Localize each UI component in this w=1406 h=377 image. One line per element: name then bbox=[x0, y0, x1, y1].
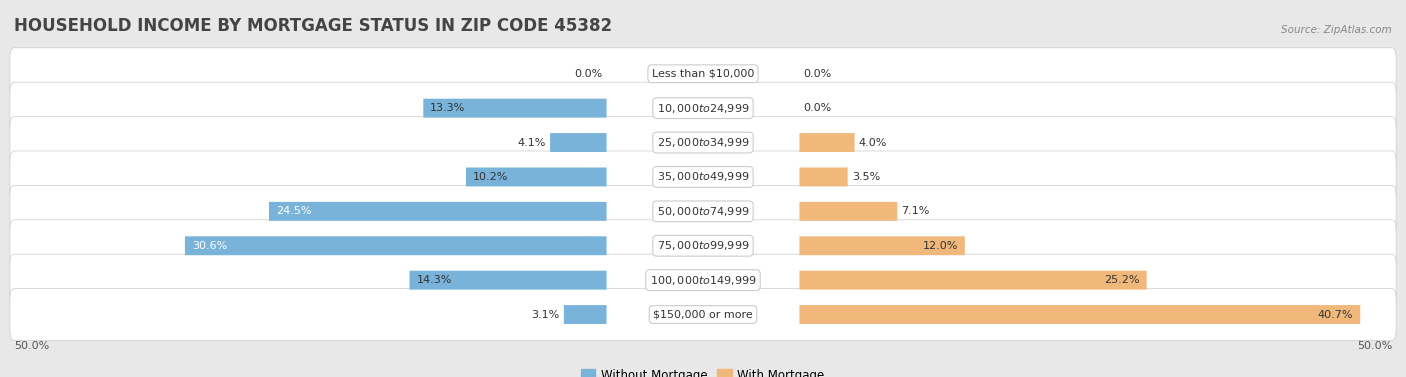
FancyBboxPatch shape bbox=[423, 99, 606, 118]
Text: 50.0%: 50.0% bbox=[14, 342, 49, 351]
Text: $75,000 to $99,999: $75,000 to $99,999 bbox=[657, 239, 749, 252]
Text: $150,000 or more: $150,000 or more bbox=[654, 310, 752, 320]
FancyBboxPatch shape bbox=[409, 271, 606, 290]
Text: $100,000 to $149,999: $100,000 to $149,999 bbox=[650, 274, 756, 287]
Text: 25.2%: 25.2% bbox=[1104, 275, 1140, 285]
Text: 10.2%: 10.2% bbox=[472, 172, 509, 182]
Text: 4.0%: 4.0% bbox=[859, 138, 887, 147]
Text: 40.7%: 40.7% bbox=[1317, 310, 1354, 320]
Text: 0.0%: 0.0% bbox=[804, 69, 832, 79]
Text: 3.5%: 3.5% bbox=[852, 172, 880, 182]
Text: HOUSEHOLD INCOME BY MORTGAGE STATUS IN ZIP CODE 45382: HOUSEHOLD INCOME BY MORTGAGE STATUS IN Z… bbox=[14, 17, 612, 35]
FancyBboxPatch shape bbox=[564, 305, 606, 324]
Text: $10,000 to $24,999: $10,000 to $24,999 bbox=[657, 102, 749, 115]
FancyBboxPatch shape bbox=[10, 82, 1396, 134]
Legend: Without Mortgage, With Mortgage: Without Mortgage, With Mortgage bbox=[576, 364, 830, 377]
Text: Source: ZipAtlas.com: Source: ZipAtlas.com bbox=[1281, 25, 1392, 35]
Text: 7.1%: 7.1% bbox=[901, 206, 929, 216]
FancyBboxPatch shape bbox=[10, 288, 1396, 340]
Text: 0.0%: 0.0% bbox=[804, 103, 832, 113]
FancyBboxPatch shape bbox=[10, 185, 1396, 238]
Text: 0.0%: 0.0% bbox=[574, 69, 602, 79]
FancyBboxPatch shape bbox=[800, 202, 897, 221]
Text: Less than $10,000: Less than $10,000 bbox=[652, 69, 754, 79]
FancyBboxPatch shape bbox=[800, 271, 1147, 290]
Text: 14.3%: 14.3% bbox=[416, 275, 451, 285]
Text: 24.5%: 24.5% bbox=[276, 206, 311, 216]
FancyBboxPatch shape bbox=[465, 167, 606, 186]
Text: 3.1%: 3.1% bbox=[531, 310, 560, 320]
FancyBboxPatch shape bbox=[550, 133, 606, 152]
Text: 50.0%: 50.0% bbox=[1357, 342, 1392, 351]
Text: $35,000 to $49,999: $35,000 to $49,999 bbox=[657, 170, 749, 184]
FancyBboxPatch shape bbox=[10, 254, 1396, 306]
FancyBboxPatch shape bbox=[186, 236, 606, 255]
FancyBboxPatch shape bbox=[10, 116, 1396, 169]
FancyBboxPatch shape bbox=[800, 236, 965, 255]
Text: 13.3%: 13.3% bbox=[430, 103, 465, 113]
FancyBboxPatch shape bbox=[269, 202, 606, 221]
FancyBboxPatch shape bbox=[10, 151, 1396, 203]
FancyBboxPatch shape bbox=[800, 167, 848, 186]
FancyBboxPatch shape bbox=[800, 305, 1360, 324]
Text: 30.6%: 30.6% bbox=[191, 241, 226, 251]
FancyBboxPatch shape bbox=[800, 133, 855, 152]
Text: 4.1%: 4.1% bbox=[517, 138, 546, 147]
FancyBboxPatch shape bbox=[10, 220, 1396, 272]
Text: $50,000 to $74,999: $50,000 to $74,999 bbox=[657, 205, 749, 218]
Text: 12.0%: 12.0% bbox=[922, 241, 957, 251]
Text: $25,000 to $34,999: $25,000 to $34,999 bbox=[657, 136, 749, 149]
FancyBboxPatch shape bbox=[10, 48, 1396, 100]
